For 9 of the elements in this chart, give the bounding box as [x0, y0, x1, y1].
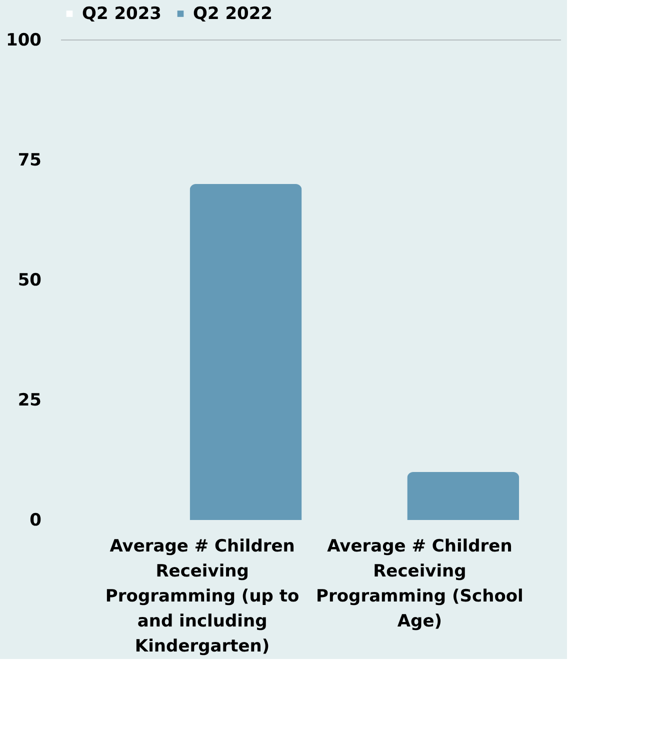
x-tick-label: Average # Children Receiving Programming (up to and including Kindergarten)	[105, 536, 300, 656]
x-tick-label: Average # Children Receiving Programming (School Age)	[316, 536, 524, 632]
legend-label: Q2 2023	[82, 4, 162, 24]
y-tick-label: 25	[18, 390, 42, 410]
y-tick-label: 75	[18, 150, 42, 170]
y-tick-label: 0	[30, 510, 42, 530]
y-tick-label: 100	[6, 30, 42, 50]
legend-label: Q2 2022	[193, 4, 273, 24]
y-tick-label: 50	[18, 270, 42, 290]
